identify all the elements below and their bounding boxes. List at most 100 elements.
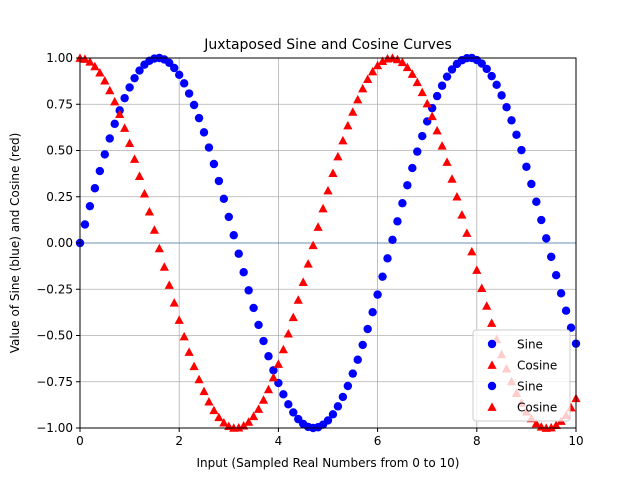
sine-point — [289, 408, 298, 417]
cosine-point — [179, 331, 189, 341]
sine-point — [561, 306, 571, 315]
sine-point — [279, 390, 288, 399]
sine-point — [348, 369, 357, 378]
sine-point — [398, 199, 407, 208]
cosine-point — [100, 75, 110, 85]
sine-point — [551, 270, 561, 280]
sine-point — [507, 116, 516, 125]
sine-point — [383, 254, 392, 263]
sine-point — [165, 58, 174, 68]
sine-point — [343, 381, 353, 391]
cosine-point — [402, 62, 412, 72]
sine-point — [254, 320, 263, 330]
sine-point — [130, 73, 139, 83]
sine-point — [179, 79, 189, 88]
y-tick-label: −0.25 — [36, 282, 73, 296]
cosine-point — [432, 125, 442, 135]
cosine-point — [373, 60, 383, 70]
legend-item: Cosine — [487, 401, 557, 415]
x-tick-label: 0 — [76, 434, 84, 448]
cosine-point — [278, 344, 288, 354]
legend-label: Sine — [517, 338, 543, 352]
y-tick-label: 0.00 — [46, 236, 73, 250]
cosine-point — [308, 240, 318, 250]
cosine-point — [288, 312, 298, 322]
sine-point — [264, 352, 273, 361]
sine-point — [204, 143, 214, 152]
legend-marker-cosine — [487, 402, 497, 411]
cosine-point — [105, 85, 115, 95]
y-tick-label: −0.50 — [36, 329, 73, 343]
sine-point — [547, 252, 556, 262]
sine-point — [328, 410, 338, 419]
cosine-point — [115, 109, 125, 118]
sine-point — [189, 100, 199, 110]
sine-point — [95, 166, 105, 176]
cosine-point — [154, 243, 164, 253]
sine-point — [284, 400, 293, 409]
cosine-point — [407, 69, 417, 78]
sine-point — [239, 268, 248, 277]
cosine-point — [487, 318, 497, 327]
cosine-point — [482, 301, 492, 310]
sine-point — [497, 91, 506, 100]
cosine-point — [204, 396, 214, 406]
cosine-point — [546, 422, 556, 432]
sine-point — [527, 179, 536, 189]
legend-label: Cosine — [517, 359, 557, 373]
cosine-point — [293, 295, 303, 304]
cosine-point — [353, 94, 363, 104]
cosine-point — [427, 111, 437, 121]
cosine-point — [462, 228, 472, 237]
sine-point — [338, 392, 348, 402]
sine-point — [522, 162, 531, 171]
sine-point — [353, 355, 362, 364]
cosine-point — [80, 54, 90, 63]
cosine-point — [199, 386, 209, 396]
legend-item: Sine — [487, 380, 543, 394]
cosine-point — [551, 420, 561, 429]
x-axis-ticks: 0 2 4 6 8 10 — [76, 428, 584, 448]
sine-point — [323, 416, 333, 425]
sine-point — [170, 63, 179, 73]
sine-point — [125, 83, 134, 92]
cosine-point — [328, 168, 338, 177]
cosine-point — [129, 154, 140, 163]
chart-title: Juxtaposed Sine and Cosine Curves — [203, 37, 452, 53]
cosine-point — [442, 157, 452, 166]
cosine-point — [189, 361, 199, 371]
cosine-point — [184, 347, 194, 356]
cosine-point — [323, 185, 333, 195]
cosine-point — [472, 265, 482, 274]
y-tick-label: 1.00 — [46, 51, 73, 65]
cosine-point — [253, 404, 264, 413]
cosine-point — [194, 374, 204, 384]
y-tick-label: −0.75 — [36, 375, 73, 389]
cosine-point — [169, 298, 179, 307]
cosine-point — [85, 57, 95, 66]
cosine-point — [273, 359, 283, 368]
legend-label: Sine — [517, 380, 543, 394]
cosine-point — [159, 262, 169, 271]
x-axis-title: Input (Sampled Real Numbers from 0 to 10… — [197, 456, 460, 470]
cosine-point — [318, 203, 328, 213]
sine-point — [358, 340, 367, 350]
cosine-point — [333, 151, 343, 161]
legend-box — [472, 329, 571, 422]
cosine-point — [447, 174, 457, 183]
cosine-point — [363, 74, 373, 83]
sine-point — [447, 65, 457, 74]
cosine-point — [417, 87, 427, 97]
sine-point — [269, 366, 278, 375]
sine-point — [517, 145, 526, 155]
cosine-point — [452, 191, 462, 201]
sine-point — [199, 128, 209, 137]
cosine-point — [477, 283, 487, 293]
cosine-point — [377, 56, 388, 66]
cosine-point — [467, 246, 477, 256]
sine-point — [85, 201, 95, 211]
sine-point — [442, 72, 452, 81]
sine-point — [214, 176, 224, 186]
cosine-point — [263, 384, 274, 394]
